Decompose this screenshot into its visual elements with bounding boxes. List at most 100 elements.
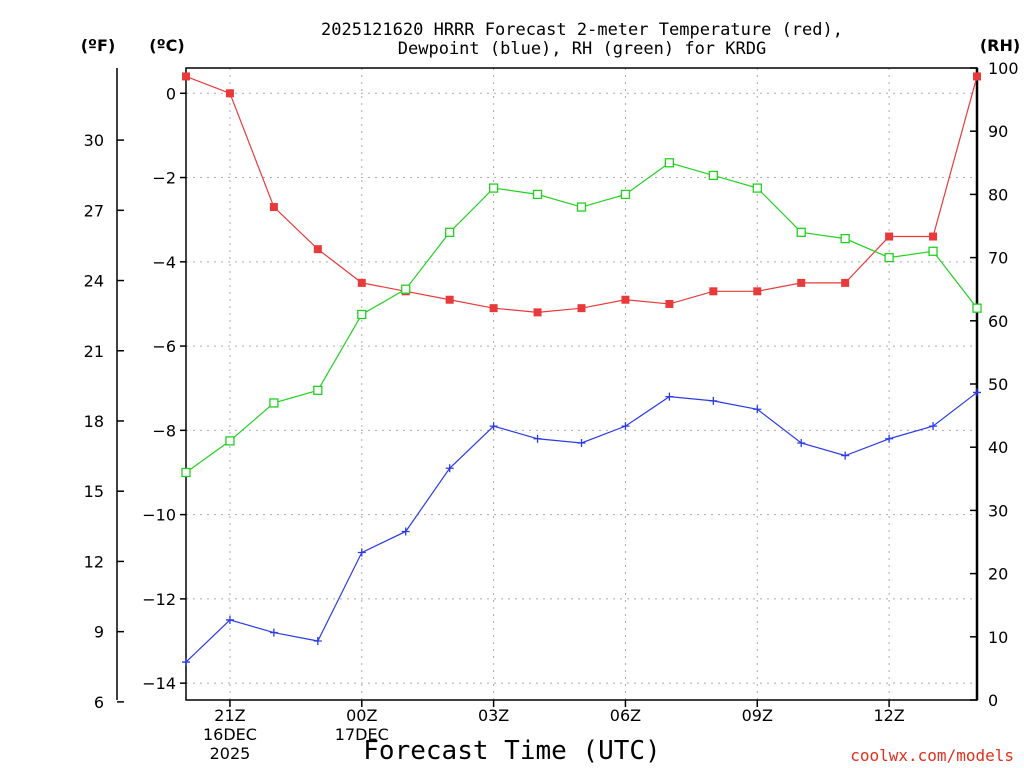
x-tick-label: 00Z (346, 706, 377, 725)
unit-label-celsius: (ºC) (149, 36, 184, 55)
fahrenheit-tick-label: 30 (84, 131, 104, 150)
dewpoint-point (225, 615, 234, 624)
celsius-tick-label: −4 (152, 253, 176, 272)
dewpoint-series-line (185, 391, 978, 663)
x-tick-label: 16DEC (203, 725, 257, 744)
rh-point (225, 436, 235, 446)
celsius-tick-label: −2 (152, 169, 176, 188)
rh-tick-label: 70 (988, 249, 1008, 268)
celsius-tick-label: −14 (142, 674, 176, 693)
temperature-point (182, 72, 190, 81)
gridlines (186, 68, 977, 700)
credit-text: coolwx.com/models (850, 746, 1014, 765)
rh-point (313, 385, 323, 395)
x-tick-label: 12Z (873, 706, 904, 725)
unit-label-rh: (RH) (980, 36, 1020, 55)
temperature-point (577, 304, 586, 313)
plot-frame (185, 67, 978, 701)
rh-tick-label: 100 (988, 59, 1019, 78)
unit-label-fahrenheit: (ºF) (81, 36, 116, 55)
rh-point (840, 233, 850, 244)
dewpoint-point (885, 434, 894, 443)
dewpoint-point (445, 464, 454, 473)
x-tick-label: 03Z (478, 706, 509, 725)
fahrenheit-tick-label: 15 (84, 482, 104, 501)
dewpoint-point (709, 396, 718, 405)
dewpoint-point (533, 434, 542, 443)
x-tick-label: 2025 (210, 744, 251, 763)
rh-tick-label: 90 (988, 122, 1008, 141)
dewpoint-point (357, 548, 366, 557)
rh-tick-label: 20 (988, 565, 1008, 584)
temperature-point (533, 308, 542, 317)
x-tick-label: 09Z (742, 706, 773, 725)
x-tick-label: 06Z (610, 706, 641, 725)
rh-tick-label: 0 (988, 691, 998, 710)
celsius-tick-label: −8 (152, 421, 176, 440)
x-axis-label: Forecast Time (UTC) (363, 736, 660, 766)
temperature-point (621, 295, 630, 304)
temperature-point (885, 232, 894, 241)
celsius-tick-label: −12 (142, 590, 176, 609)
rh-point (532, 189, 543, 200)
temperature-point (797, 278, 806, 287)
rh-tick-label: 10 (988, 628, 1008, 647)
dewpoint-point (621, 422, 630, 431)
dewpoint-point (841, 451, 850, 460)
temperature-point (973, 72, 981, 81)
rh-point (884, 252, 894, 263)
temperature-point (753, 287, 762, 296)
dewpoint-point (973, 388, 981, 397)
fahrenheit-tick-label: 6 (94, 693, 104, 712)
temperature-point (269, 203, 278, 212)
fahrenheit-tick-label: 18 (84, 412, 104, 431)
rh-point (796, 227, 806, 237)
celsius-tick-label: −10 (142, 506, 176, 525)
rh-point (752, 183, 762, 193)
x-tick-label: 21Z (214, 706, 245, 725)
dewpoint-point (269, 628, 278, 637)
temperature-point (929, 232, 938, 241)
rh-point (445, 227, 455, 237)
rh-point (181, 467, 191, 478)
rh-point (928, 246, 938, 256)
dewpoint-point (797, 438, 806, 447)
temperature-point (709, 287, 718, 296)
rh-point (269, 398, 279, 408)
rh-point (488, 183, 499, 193)
temperature-point (313, 245, 322, 254)
temperature-point (489, 304, 498, 313)
rh-point (401, 284, 411, 294)
rh-tick-label: 40 (988, 438, 1008, 457)
rh-tick-label: 30 (988, 501, 1008, 520)
rh-point (576, 202, 587, 212)
rh-tick-label: 50 (988, 375, 1008, 394)
dewpoint-point (489, 422, 498, 431)
fahrenheit-tick-label: 27 (84, 201, 104, 220)
temperature-point (445, 295, 454, 304)
rh-point (357, 309, 367, 320)
fahrenheit-tick-label: 24 (84, 272, 104, 291)
rh-tick-label: 60 (988, 312, 1008, 331)
x-tick-label: 17DEC (335, 725, 389, 744)
temperature-point (665, 299, 674, 308)
fahrenheit-tick-label: 12 (84, 552, 104, 571)
dewpoint-point (401, 527, 410, 536)
dewpoint-point (182, 658, 190, 667)
celsius-tick-label: 0 (166, 84, 176, 103)
rh-point (708, 170, 718, 181)
dewpoint-point (313, 637, 322, 646)
chart-title-line2: Dewpoint (blue), RH (green) for KRDG (398, 39, 766, 59)
chart-title-line1: 2025121620 HRRR Forecast 2-meter Tempera… (321, 20, 843, 40)
rh-point (972, 303, 982, 313)
temperature-series-line (185, 75, 978, 313)
dewpoint-point (577, 438, 586, 447)
temperature-point (225, 89, 234, 98)
rh-point (620, 189, 631, 200)
temperature-point (357, 278, 366, 287)
temperature-point (841, 278, 850, 287)
fahrenheit-tick-label: 9 (94, 623, 104, 642)
celsius-tick-label: −6 (152, 337, 176, 356)
